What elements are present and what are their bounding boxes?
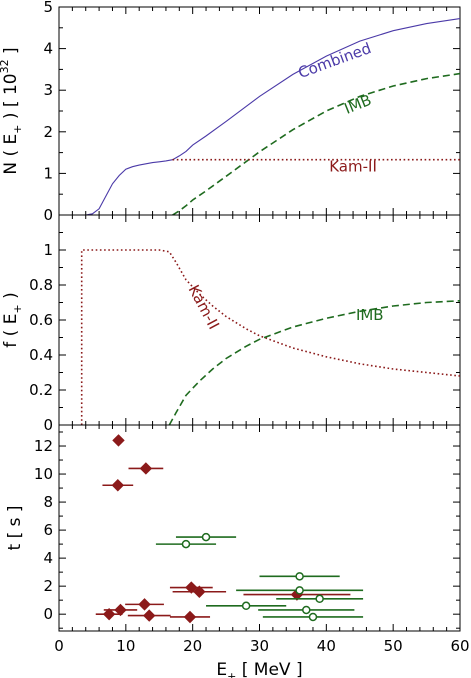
x-tick-label: 60 xyxy=(450,637,469,655)
series-line-imb xyxy=(168,300,460,425)
y-tick-label: 5 xyxy=(43,0,53,16)
series-label-kam-ii: Kam-II xyxy=(185,282,223,333)
x-tick-label: 40 xyxy=(317,637,336,655)
y-tick-label: 6 xyxy=(43,521,53,539)
series-label-imb: IMB xyxy=(342,91,374,118)
data-point-imb xyxy=(201,532,211,542)
data-point-imb xyxy=(181,539,191,549)
data-point-imb xyxy=(241,601,251,611)
y-tick-label: 1 xyxy=(43,241,53,259)
y-axis-label: t [ s ] xyxy=(5,506,25,551)
x-tick-label: 10 xyxy=(116,637,135,655)
y-tick-label: 0 xyxy=(43,605,53,623)
series-label-imb: IMB xyxy=(356,306,384,324)
data-point-kam-ii xyxy=(185,581,198,594)
y-tick-label: 1 xyxy=(43,164,53,182)
data-point-imb xyxy=(295,586,304,595)
series-line-kam-ii xyxy=(80,249,460,425)
y-tick-label: 2 xyxy=(43,577,53,595)
x-tick-label: 0 xyxy=(54,637,64,655)
y-tick-label: 0.6 xyxy=(29,311,53,329)
x-tick-label: 50 xyxy=(384,637,403,655)
data-point-imb xyxy=(315,594,324,604)
data-point-kam-ii xyxy=(193,585,206,598)
data-point-kam-ii xyxy=(143,609,156,622)
y-tick-label: 10 xyxy=(34,465,53,483)
y-tick-label: 8 xyxy=(43,493,53,511)
y-tick-label: 0.2 xyxy=(29,381,53,399)
data-point-kam-ii xyxy=(112,434,125,447)
panel-frame xyxy=(58,214,461,426)
data-point-kam-ii xyxy=(114,603,127,617)
y-tick-label: 2 xyxy=(43,123,53,141)
data-point-imb xyxy=(295,572,304,581)
y-tick-label: 0.4 xyxy=(29,346,53,364)
data-point-kam-ii xyxy=(138,598,151,611)
series-label-combined: Combined xyxy=(296,39,374,82)
y-tick-label: 0 xyxy=(43,206,53,224)
y-axis-label: N ( E+ ) [ 1032 ] xyxy=(0,47,24,174)
data-point-kam-ii xyxy=(111,479,125,492)
y-tick-label: 12 xyxy=(34,437,53,455)
panel-top: 0 1 2 3 4 5 N ( E+ ) [ 1032 ] Combined IMB Kam-II xyxy=(0,0,461,224)
x-axis-label: E+ [ MeV ] xyxy=(216,660,302,678)
panel-bottom: 0 2 4 6 8 10 12 0 10 20 30 40 50 60 t [ s ] E+ [ MeV ] xyxy=(5,424,470,678)
x-tick-label: 30 xyxy=(250,637,269,655)
panel-frame xyxy=(58,424,461,632)
data-point-imb xyxy=(308,612,318,622)
data-point-imb xyxy=(302,605,311,615)
data-point-kam-ii xyxy=(139,462,153,475)
series-line-combined xyxy=(59,18,460,215)
y-tick-label: 3 xyxy=(43,81,53,99)
x-tick-label: 20 xyxy=(183,637,202,655)
data-point-kam-ii xyxy=(183,610,197,624)
panel-frame xyxy=(58,6,461,216)
y-tick-label: 0.8 xyxy=(29,276,53,294)
data-point-kam-ii xyxy=(102,607,116,621)
series-label-kam-ii: Kam-II xyxy=(329,157,377,175)
y-tick-label: 0 xyxy=(43,416,53,434)
series-line-imb xyxy=(172,72,460,215)
y-tick-label: 4 xyxy=(43,549,53,567)
y-axis-label: f ( E+ ) xyxy=(1,292,24,347)
panel-middle: 0 0.2 0.4 0.6 0.8 1 f ( E+ ) Kam-II IMB xyxy=(1,214,461,434)
y-tick-label: 4 xyxy=(43,40,53,58)
